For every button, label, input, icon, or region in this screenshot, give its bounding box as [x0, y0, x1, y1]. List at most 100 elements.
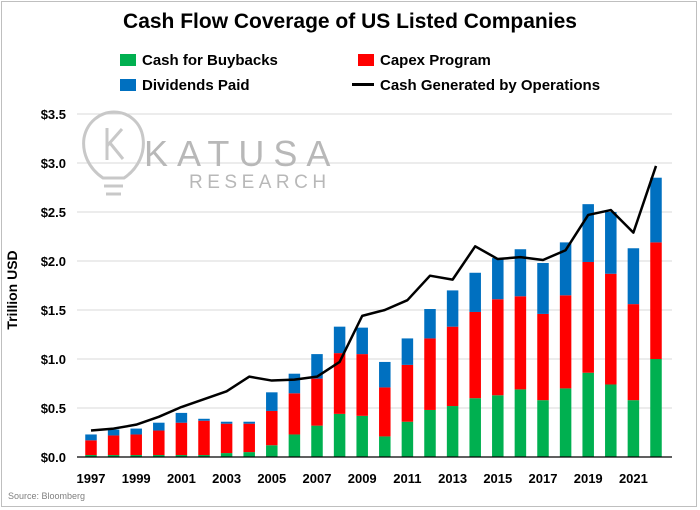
operations-line	[90, 165, 658, 432]
line-series	[90, 165, 658, 432]
watermark-brand: KATUSA	[144, 133, 339, 174]
bar-buybacks	[243, 452, 255, 457]
bar-capex	[220, 423, 233, 454]
bar-dividends	[198, 418, 210, 421]
bar-capex	[605, 273, 617, 385]
chart-title: Cash Flow Coverage of US Listed Companie…	[123, 10, 577, 33]
bar-capex	[85, 440, 97, 456]
bar-capex	[492, 299, 504, 396]
x-tick-label: 2001	[167, 471, 196, 486]
bar-dividends	[333, 326, 346, 354]
bar-capex	[311, 378, 323, 426]
bar-buybacks	[175, 455, 188, 457]
bar-buybacks	[379, 436, 391, 457]
bar-dividends	[85, 434, 97, 441]
bar-buybacks	[153, 455, 165, 457]
legend-swatch-capex	[358, 54, 374, 66]
bar-capex	[469, 311, 481, 399]
bar-capex	[130, 434, 142, 456]
bar-dividends	[424, 309, 436, 339]
y-tick-label: $1.5	[41, 303, 66, 318]
bar-buybacks	[650, 359, 662, 457]
bar-capex	[198, 420, 210, 456]
bar-capex	[175, 422, 188, 456]
bar-dividends	[175, 412, 188, 423]
bar-dividends	[107, 429, 120, 436]
bar-dividends	[514, 249, 527, 297]
bar-buybacks	[424, 409, 436, 457]
bar-capex	[333, 353, 346, 414]
legend-swatch-dividends	[120, 79, 136, 91]
bar-buybacks	[220, 453, 233, 457]
legend-line-operations	[352, 83, 374, 86]
bar-capex	[537, 313, 549, 401]
bar-buybacks	[107, 455, 120, 457]
bar-buybacks	[356, 415, 368, 457]
bar-capex	[446, 326, 459, 407]
bar-series	[85, 177, 662, 457]
bar-capex	[559, 295, 572, 389]
y-tick-label: $1.0	[41, 352, 66, 367]
bar-capex	[650, 242, 662, 359]
bar-dividends	[379, 361, 391, 388]
bar-dividends	[537, 262, 549, 314]
bar-buybacks	[559, 388, 572, 457]
bar-buybacks	[605, 384, 617, 457]
bar-dividends	[153, 422, 165, 431]
legend-label-operations: Cash Generated by Operations	[380, 77, 601, 94]
bar-capex	[243, 423, 255, 453]
bar-dividends	[401, 338, 414, 365]
x-tick-label: 1999	[122, 471, 151, 486]
bar-capex	[288, 393, 301, 435]
bar-dividends	[650, 177, 662, 243]
x-tick-labels: 1997 1999 2001 2003 2005 2007 2009 2011 2013 2015…	[77, 471, 648, 486]
source-note: Source: Bloomberg	[8, 491, 86, 501]
bar-capex	[356, 354, 368, 416]
y-tick-labels: $0.0 $0.5 $1.0 $1.5 $2.0 $2.5 $3.0 $3.5	[41, 107, 66, 465]
x-tick-label: 2007	[303, 471, 332, 486]
bar-buybacks	[266, 445, 278, 457]
bar-capex	[107, 435, 120, 456]
x-tick-label: 1997	[77, 471, 106, 486]
bar-buybacks	[492, 395, 504, 457]
lightbulb-logo-icon	[82, 110, 145, 196]
gridlines	[77, 113, 672, 409]
bar-dividends	[288, 373, 301, 394]
bar-dividends	[605, 212, 617, 274]
bar-capex	[514, 296, 527, 390]
bar-dividends	[220, 421, 233, 424]
legend-item-buybacks: Cash for Buybacks	[120, 52, 278, 70]
x-tick-label: 2003	[212, 471, 241, 486]
y-tick-label: $2.5	[41, 205, 66, 220]
legend-label-buybacks: Cash for Buybacks	[142, 52, 278, 69]
y-tick-label: $0.5	[41, 401, 66, 416]
bar-buybacks	[85, 455, 97, 457]
bar-dividends	[627, 248, 640, 305]
legend-item-capex: Capex Program	[358, 52, 491, 70]
y-tick-label: $3.0	[41, 156, 66, 171]
x-tick-label: 2013	[438, 471, 467, 486]
watermark-sub: RESEARCH	[189, 172, 331, 193]
bar-dividends	[492, 258, 504, 300]
bar-dividends	[582, 204, 594, 262]
y-tick-label: $3.5	[41, 107, 66, 122]
bar-buybacks	[288, 434, 301, 457]
x-tick-label: 2017	[529, 471, 558, 486]
y-axis-label: Trillion USD	[4, 250, 20, 330]
legend-label-capex: Capex Program	[380, 52, 491, 69]
legend-swatch-buybacks	[120, 54, 136, 66]
bar-capex	[582, 261, 594, 373]
x-tick-label: 2021	[619, 471, 648, 486]
x-tick-label: 2015	[483, 471, 512, 486]
bar-buybacks	[198, 455, 210, 457]
bar-capex	[627, 304, 640, 401]
x-tick-label: 2005	[257, 471, 286, 486]
katusa-watermark: KATUSA RESEARCH	[82, 110, 339, 196]
bar-dividends	[243, 421, 255, 424]
bar-buybacks	[333, 413, 346, 457]
legend-label-dividends: Dividends Paid	[142, 77, 250, 94]
bar-buybacks	[311, 425, 323, 457]
y-tick-label: $0.0	[41, 450, 66, 465]
legend-item-operations: Cash Generated by Operations	[352, 77, 600, 95]
